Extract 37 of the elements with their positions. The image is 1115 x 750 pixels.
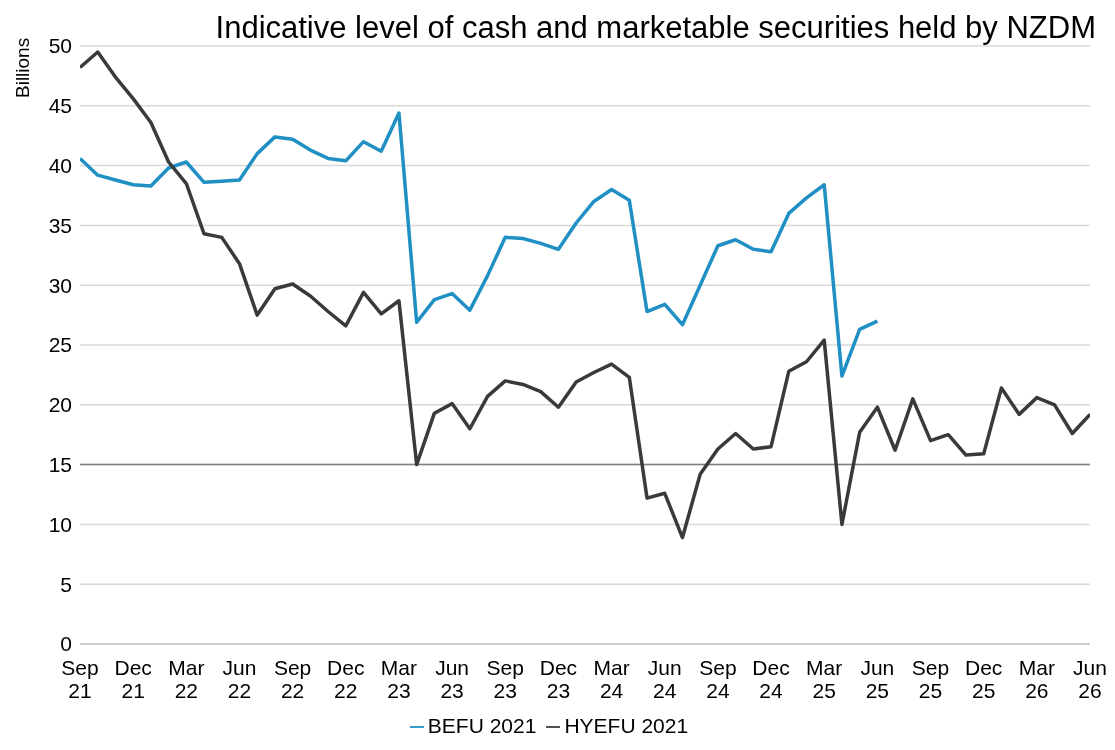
x-tick-label: Dec 23 [539,655,578,702]
x-tick-label: Sep 23 [486,655,524,702]
x-tick-label: Sep 24 [699,655,737,702]
x-tick-label: Dec 25 [965,655,1003,702]
y-tick-label: 20 [48,393,72,417]
x-tick-label: Mar 23 [380,655,418,702]
line-series [80,111,880,378]
legend-label: BEFU 2021 [427,714,537,737]
legend-label: HYEFU 2021 [564,714,689,737]
x-tick-label: Jun 26 [1073,655,1107,702]
x-tick-label: Mar 22 [168,655,205,702]
y-tick-label: 50 [48,34,72,58]
y-tick-label: 10 [48,512,72,536]
x-tick-label: Mar 24 [593,655,630,702]
y-tick-label: 15 [48,453,72,477]
x-tick-label: Dec 24 [752,655,790,702]
x-tick-label: Jun 23 [435,655,470,702]
x-tick-label: Sep 21 [61,655,99,702]
y-tick-label: 5 [60,572,72,596]
y-tick-label: 30 [48,273,72,297]
chart-title: Indicative level of cash and marketable securities held by NZDM [215,10,1096,46]
x-tick-label: Mar 26 [1018,655,1055,702]
line-series [80,50,1090,540]
x-tick-label: Sep 25 [911,655,950,702]
x-tick-label: Mar 25 [806,655,843,702]
x-tick-label: Dec 21 [114,655,152,702]
x-tick-label: Jun 24 [647,655,682,702]
x-tick-label: Jun 22 [222,655,257,702]
x-tick-label: Sep 22 [273,655,312,702]
x-tick-label: Dec 22 [327,655,365,702]
y-tick-label: 45 [48,94,72,118]
y-axis-title: Billions [12,37,34,98]
y-tick-label: 35 [48,213,72,237]
y-tick-label: 25 [48,333,72,357]
y-tick-label: 40 [48,154,72,178]
x-tick-label: Jun 25 [860,655,895,702]
y-tick-label: 0 [60,632,72,656]
